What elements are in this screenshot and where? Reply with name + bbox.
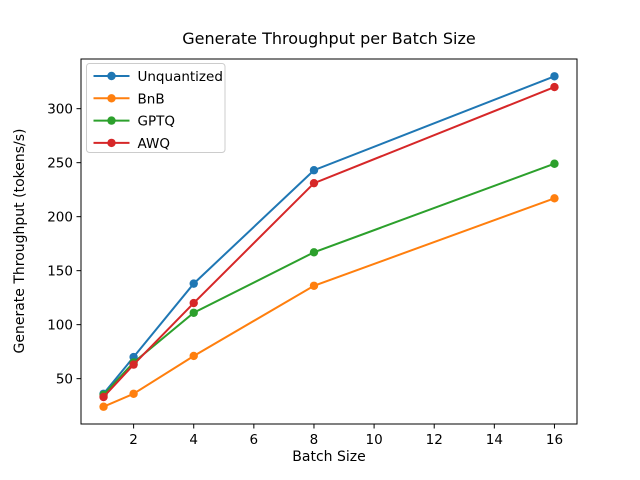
legend-entry-bnb: BnB [93,91,165,107]
legend-label: BnB [138,91,165,107]
legend-label: AWQ [138,136,170,152]
chart-title: Generate Throughput per Batch Size [182,29,475,48]
legend-label: GPTQ [138,114,175,130]
y-tick-label: 250 [47,156,73,172]
y-tick-label: 100 [47,318,73,334]
data-point-awq-x1 [99,392,108,402]
plot-border [80,58,578,425]
axes: 2 4 6 8 10 12 14 16 50 100 150 200 250 300 [47,58,578,448]
legend-marker [107,94,116,103]
data-point-gptq-x16 [550,159,559,168]
data-point-unquantized-x4 [189,279,198,288]
data-point-bnb-x16 [550,194,559,203]
x-axis-label: Batch Size [292,449,365,465]
data-point-bnb-x8 [309,281,319,290]
data-point-unquantized-x8 [309,166,319,175]
x-tick-label: 4 [189,432,198,448]
series-line-bnb [103,197,555,408]
data-point-bnb-x2 [129,389,138,398]
legend-marker [107,138,116,148]
x-tick-label: 8 [310,432,319,448]
legend-box [86,63,226,153]
data-point-awq-x16 [550,82,559,92]
legend-entry-unquantized: Unquantized [93,69,223,85]
data-point-gptq-x4 [189,308,198,317]
series-layer [99,72,559,411]
legend-label: Unquantized [138,69,223,85]
y-tick-label: 200 [47,210,73,226]
x-tick-label: 14 [486,432,503,448]
data-point-awq-x2 [129,360,138,369]
data-point-bnb-x1 [99,402,108,411]
legend: Unquantized BnB GPTQ AWQ [86,63,226,153]
legend-marker [107,116,116,125]
x-tick-label: 2 [129,432,138,448]
data-point-unquantized-x16 [550,72,559,81]
x-tick-label: 12 [426,432,443,448]
y-tick-label: 150 [47,264,73,280]
data-point-awq-x8 [309,178,319,188]
legend-entry-gptq: GPTQ [93,114,175,130]
legend-entry-awq: AWQ [93,136,170,152]
data-point-bnb-x4 [189,351,198,361]
x-tick-label: 16 [546,432,563,448]
legend-marker [107,71,116,81]
y-axis-label: Generate Throughput (tokens/s) [12,129,28,354]
data-point-awq-x4 [189,298,198,308]
y-tick-label: 50 [56,372,73,388]
y-tick-label: 300 [47,102,73,118]
data-point-gptq-x8 [309,248,319,257]
x-tick-label: 10 [365,432,382,448]
x-tick-label: 6 [250,432,259,448]
